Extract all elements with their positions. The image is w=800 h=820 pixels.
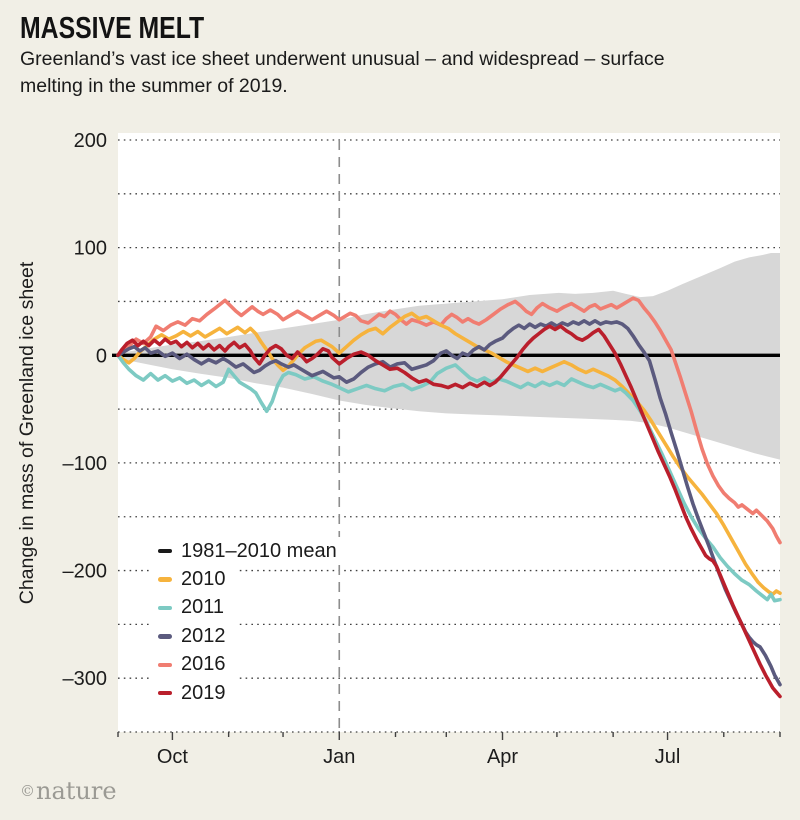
- legend-label: 2016: [181, 653, 226, 676]
- y-tick-label: 100: [74, 238, 107, 260]
- year-series-lines: [116, 296, 782, 699]
- legend-item: 2019: [150, 678, 238, 708]
- nature-logo-text: nature: [36, 777, 117, 805]
- series-2019: [116, 324, 782, 699]
- legend-swatch-icon: [158, 577, 172, 582]
- axis-labels: Oct Jan Apr Jul 200 100 0 –100 –200 –300: [63, 130, 681, 768]
- y-axis-title: Change in mass of Greenland ice sheet: [16, 261, 38, 604]
- series-2011: [116, 353, 782, 603]
- legend-swatch-icon: [158, 662, 172, 667]
- legend-swatch-icon: [158, 605, 172, 611]
- chart-title: MASSIVE MELT: [20, 10, 205, 45]
- y-tick-label: 200: [74, 130, 107, 152]
- series-2012: [116, 319, 782, 687]
- nature-logo: ©nature: [20, 777, 117, 805]
- legend-label: 2019: [181, 681, 226, 704]
- legend-item: 1981–2010 mean: [150, 537, 349, 566]
- x-axis-ticks: [117, 732, 781, 740]
- legend-swatch-icon: [158, 548, 172, 554]
- y-tick-label: –100: [63, 453, 108, 475]
- legend-item: 2011: [150, 593, 237, 623]
- legend-label: 2010: [181, 568, 226, 591]
- legend-label: 2011: [181, 596, 225, 619]
- legend-item: 2012: [150, 622, 238, 651]
- copyright-icon: ©: [20, 782, 35, 800]
- legend-swatch-icon: [158, 690, 172, 696]
- x-tick-label: Jan: [323, 746, 355, 768]
- chart-legend: 1981–2010 mean 2010 2011 2012 2016 2019: [150, 537, 349, 708]
- series-2016: [116, 296, 782, 545]
- y-tick-label: –200: [63, 561, 108, 583]
- legend-swatch-icon: [158, 634, 172, 639]
- legend-item: 2016: [150, 650, 238, 679]
- x-tick-label: Jul: [655, 746, 681, 768]
- legend-item: 2010: [150, 565, 238, 594]
- legend-label: 2012: [181, 624, 226, 647]
- x-tick-label: Apr: [487, 746, 518, 768]
- series-2010: [116, 311, 782, 597]
- y-tick-label: –300: [63, 668, 108, 690]
- x-tick-label: Oct: [157, 746, 189, 768]
- chart-subtitle: Greenland’s vast ice sheet underwent unu…: [20, 48, 665, 97]
- legend-label: 1981–2010 mean: [181, 539, 337, 562]
- y-tick-label: 0: [96, 345, 107, 367]
